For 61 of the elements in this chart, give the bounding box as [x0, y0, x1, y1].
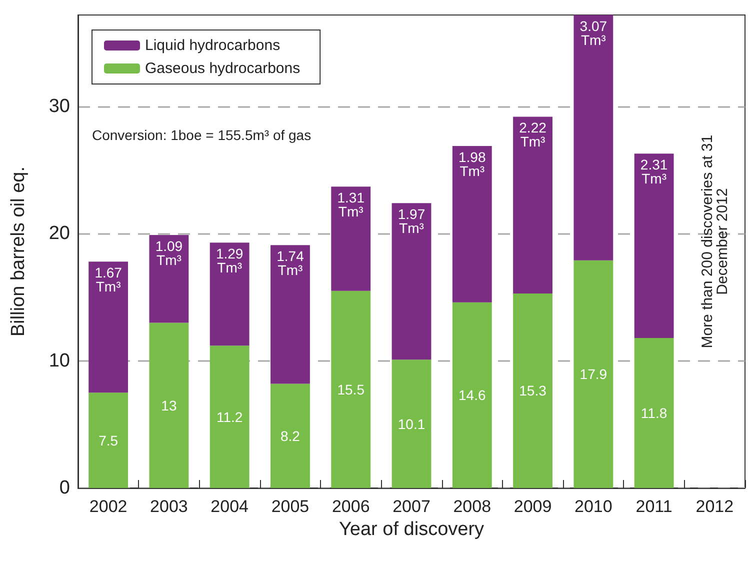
bar [149, 234, 189, 323]
annotation: 1.97 Tm³ [398, 206, 426, 236]
bar [574, 15, 614, 260]
annotation: 1.67 Tm³ [94, 264, 122, 295]
bar [149, 322, 189, 488]
legend-label: Gaseous hydrocarbons [145, 60, 300, 77]
annotation: 1.09 Tm³ [155, 238, 183, 268]
bar [210, 346, 250, 488]
bar [392, 203, 432, 360]
x-tick-label: 2004 [210, 497, 249, 516]
annotation: 1.29 Tm³ [216, 246, 244, 276]
y-tick-label: 10 [48, 350, 70, 372]
y-tick-label: 0 [59, 478, 70, 498]
annotation: 3.07 Tm³ [580, 18, 608, 48]
x-tick-label: 2006 [332, 497, 370, 516]
bar [88, 262, 128, 393]
x-tick-label: 2010 [574, 497, 612, 516]
x-tick-label: 2005 [271, 497, 310, 516]
annotation: 2.31 Tm³ [640, 156, 668, 187]
y-tick-label: 30 [48, 96, 70, 118]
x-tick-label: 2007 [392, 497, 430, 516]
bar [452, 302, 492, 488]
x-tick-label: 2008 [453, 497, 492, 516]
bar [88, 392, 128, 488]
y-tick-label: 20 [48, 223, 70, 244]
x-tick-label: 2009 [514, 497, 552, 516]
annotation: More than 200 discoveries at 31 December 2012 [699, 134, 731, 348]
x-tick-label: 2012 [696, 497, 734, 516]
bar [634, 338, 674, 488]
bar [574, 260, 614, 488]
data-label: 15.5 [337, 381, 365, 398]
x-axis-title: Year of discovery [338, 519, 485, 540]
bar [331, 290, 371, 488]
bar [392, 360, 432, 488]
bar [513, 116, 552, 294]
legend-label: Liquid hydrocarbons [145, 37, 280, 54]
bar [331, 186, 371, 291]
annotation: 1.74 Tm³ [276, 248, 304, 278]
x-tick-label: 2011 [636, 497, 672, 516]
bar [270, 384, 310, 488]
annotation: 1.98 Tm³ [458, 148, 486, 179]
data-label: 17.9 [580, 366, 608, 382]
bar [634, 154, 674, 338]
data-label: 11.8 [640, 404, 668, 421]
data-label: 7.5 [98, 432, 118, 448]
data-label: 10.1 [398, 416, 426, 432]
x-tick-label: 2003 [150, 497, 188, 516]
y-axis-title: Billion barrels oil eq. [8, 166, 29, 337]
data-label: 14.6 [458, 387, 486, 404]
bar [210, 242, 250, 346]
data-label: 13 [161, 397, 177, 414]
data-label: 15.3 [519, 382, 547, 399]
bar [270, 245, 310, 384]
x-tick-label: 2002 [89, 497, 128, 516]
data-label: 8.2 [280, 428, 300, 444]
annotation: Conversion: 1boe = 155.5m³ of gas [92, 127, 312, 143]
annotation: 1.31 Tm³ [337, 190, 365, 220]
bar [513, 293, 552, 488]
data-label: 11.2 [216, 408, 243, 425]
annotation: 2.22 Tm³ [519, 120, 547, 150]
bar [452, 146, 492, 302]
